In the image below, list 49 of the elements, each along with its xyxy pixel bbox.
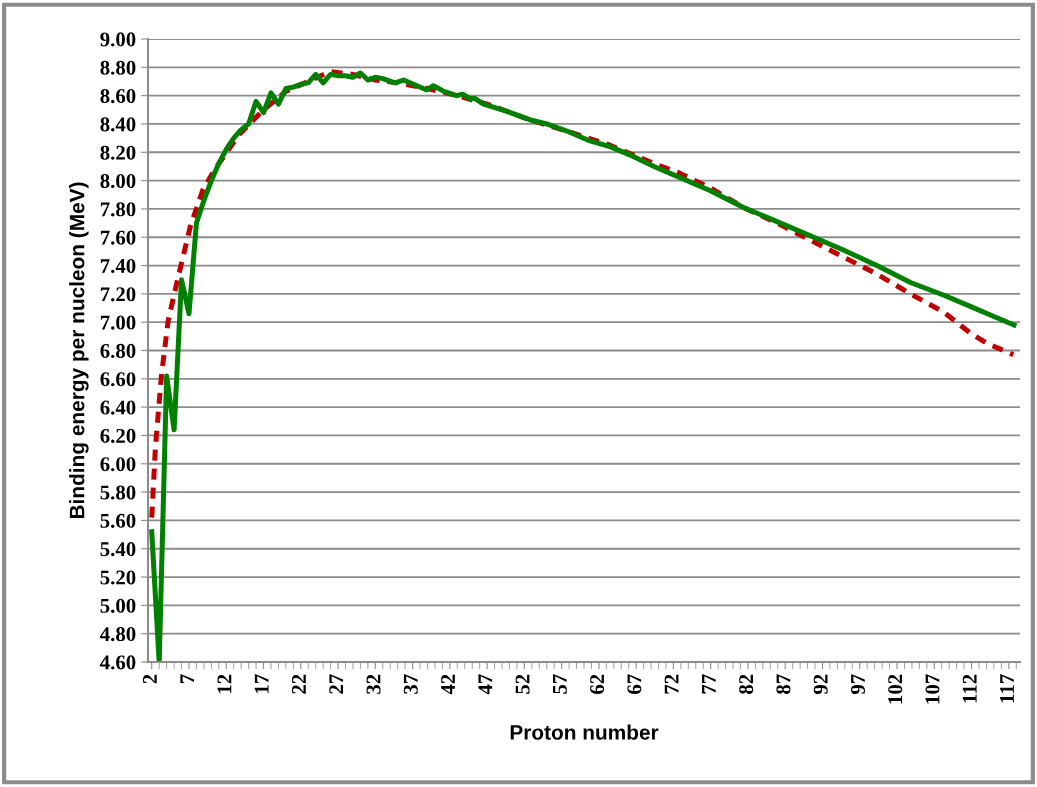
y-tick-label: 9.00	[100, 32, 136, 47]
y-tick-label: 8.20	[100, 145, 136, 160]
x-tick-label: 57	[553, 674, 567, 694]
x-tick-label: 17	[254, 674, 269, 693]
y-tick-label: 7.00	[100, 315, 136, 330]
y-tick-label: 5.40	[100, 542, 136, 557]
y-tick-label: 8.80	[100, 60, 136, 75]
y-tick-label: 8.60	[100, 89, 136, 104]
y-tick-label: 6.20	[100, 428, 136, 443]
x-tick-label: 32	[366, 674, 381, 694]
y-tick-label: 5.80	[100, 485, 136, 500]
x-tick-label: 77	[702, 674, 716, 694]
y-tick-label: 7.60	[100, 230, 136, 245]
y-tick-label: 5.20	[100, 570, 136, 585]
y-tick-label: 4.60	[100, 655, 136, 670]
x-tick-label: 7	[180, 674, 194, 684]
x-tick-label: 87	[776, 674, 791, 694]
x-tick-label: 47	[478, 674, 493, 695]
x-tick-label: 62	[590, 674, 605, 694]
y-tick-label: 5.00	[100, 598, 136, 613]
y-tick-label: 6.40	[100, 400, 136, 415]
x-tick-label: 42	[441, 674, 455, 695]
x-tick-label: 2	[142, 674, 157, 684]
y-tick-label: 6.00	[100, 457, 136, 472]
x-tick-label: 107	[925, 674, 940, 704]
x-tick-label: 72	[664, 674, 679, 694]
x-axis-title: Proton number	[510, 724, 659, 740]
x-tick-label: 27	[329, 674, 344, 694]
x-tick-label: 112	[962, 674, 977, 703]
x-tick-label: 22	[292, 674, 306, 694]
x-tick-label: 12	[217, 674, 232, 693]
y-tick-label: 8.00	[100, 173, 136, 189]
y-tick-label: 5.60	[100, 513, 136, 528]
y-tick-label: 7.20	[100, 287, 136, 302]
y-tick-label: 8.40	[100, 117, 136, 132]
y-tick-label: 6.80	[100, 343, 136, 359]
x-tick-label: 117	[1000, 674, 1014, 703]
y-tick-label: 7.80	[100, 202, 136, 217]
y-tick-label: 7.40	[100, 258, 136, 274]
x-tick-label: 37	[403, 674, 418, 694]
x-tick-label: 102	[888, 674, 903, 704]
y-tick-label: 4.80	[100, 627, 136, 642]
x-tick-label: 52	[515, 674, 530, 694]
x-tick-label: 92	[813, 674, 828, 695]
x-tick-label: 82	[739, 674, 754, 694]
y-tick-label: 6.60	[100, 372, 136, 387]
y-axis-title: Binding energy per nucleon (MeV)	[69, 182, 89, 519]
x-tick-label: 67	[627, 674, 642, 694]
x-tick-label: 97	[850, 674, 865, 695]
